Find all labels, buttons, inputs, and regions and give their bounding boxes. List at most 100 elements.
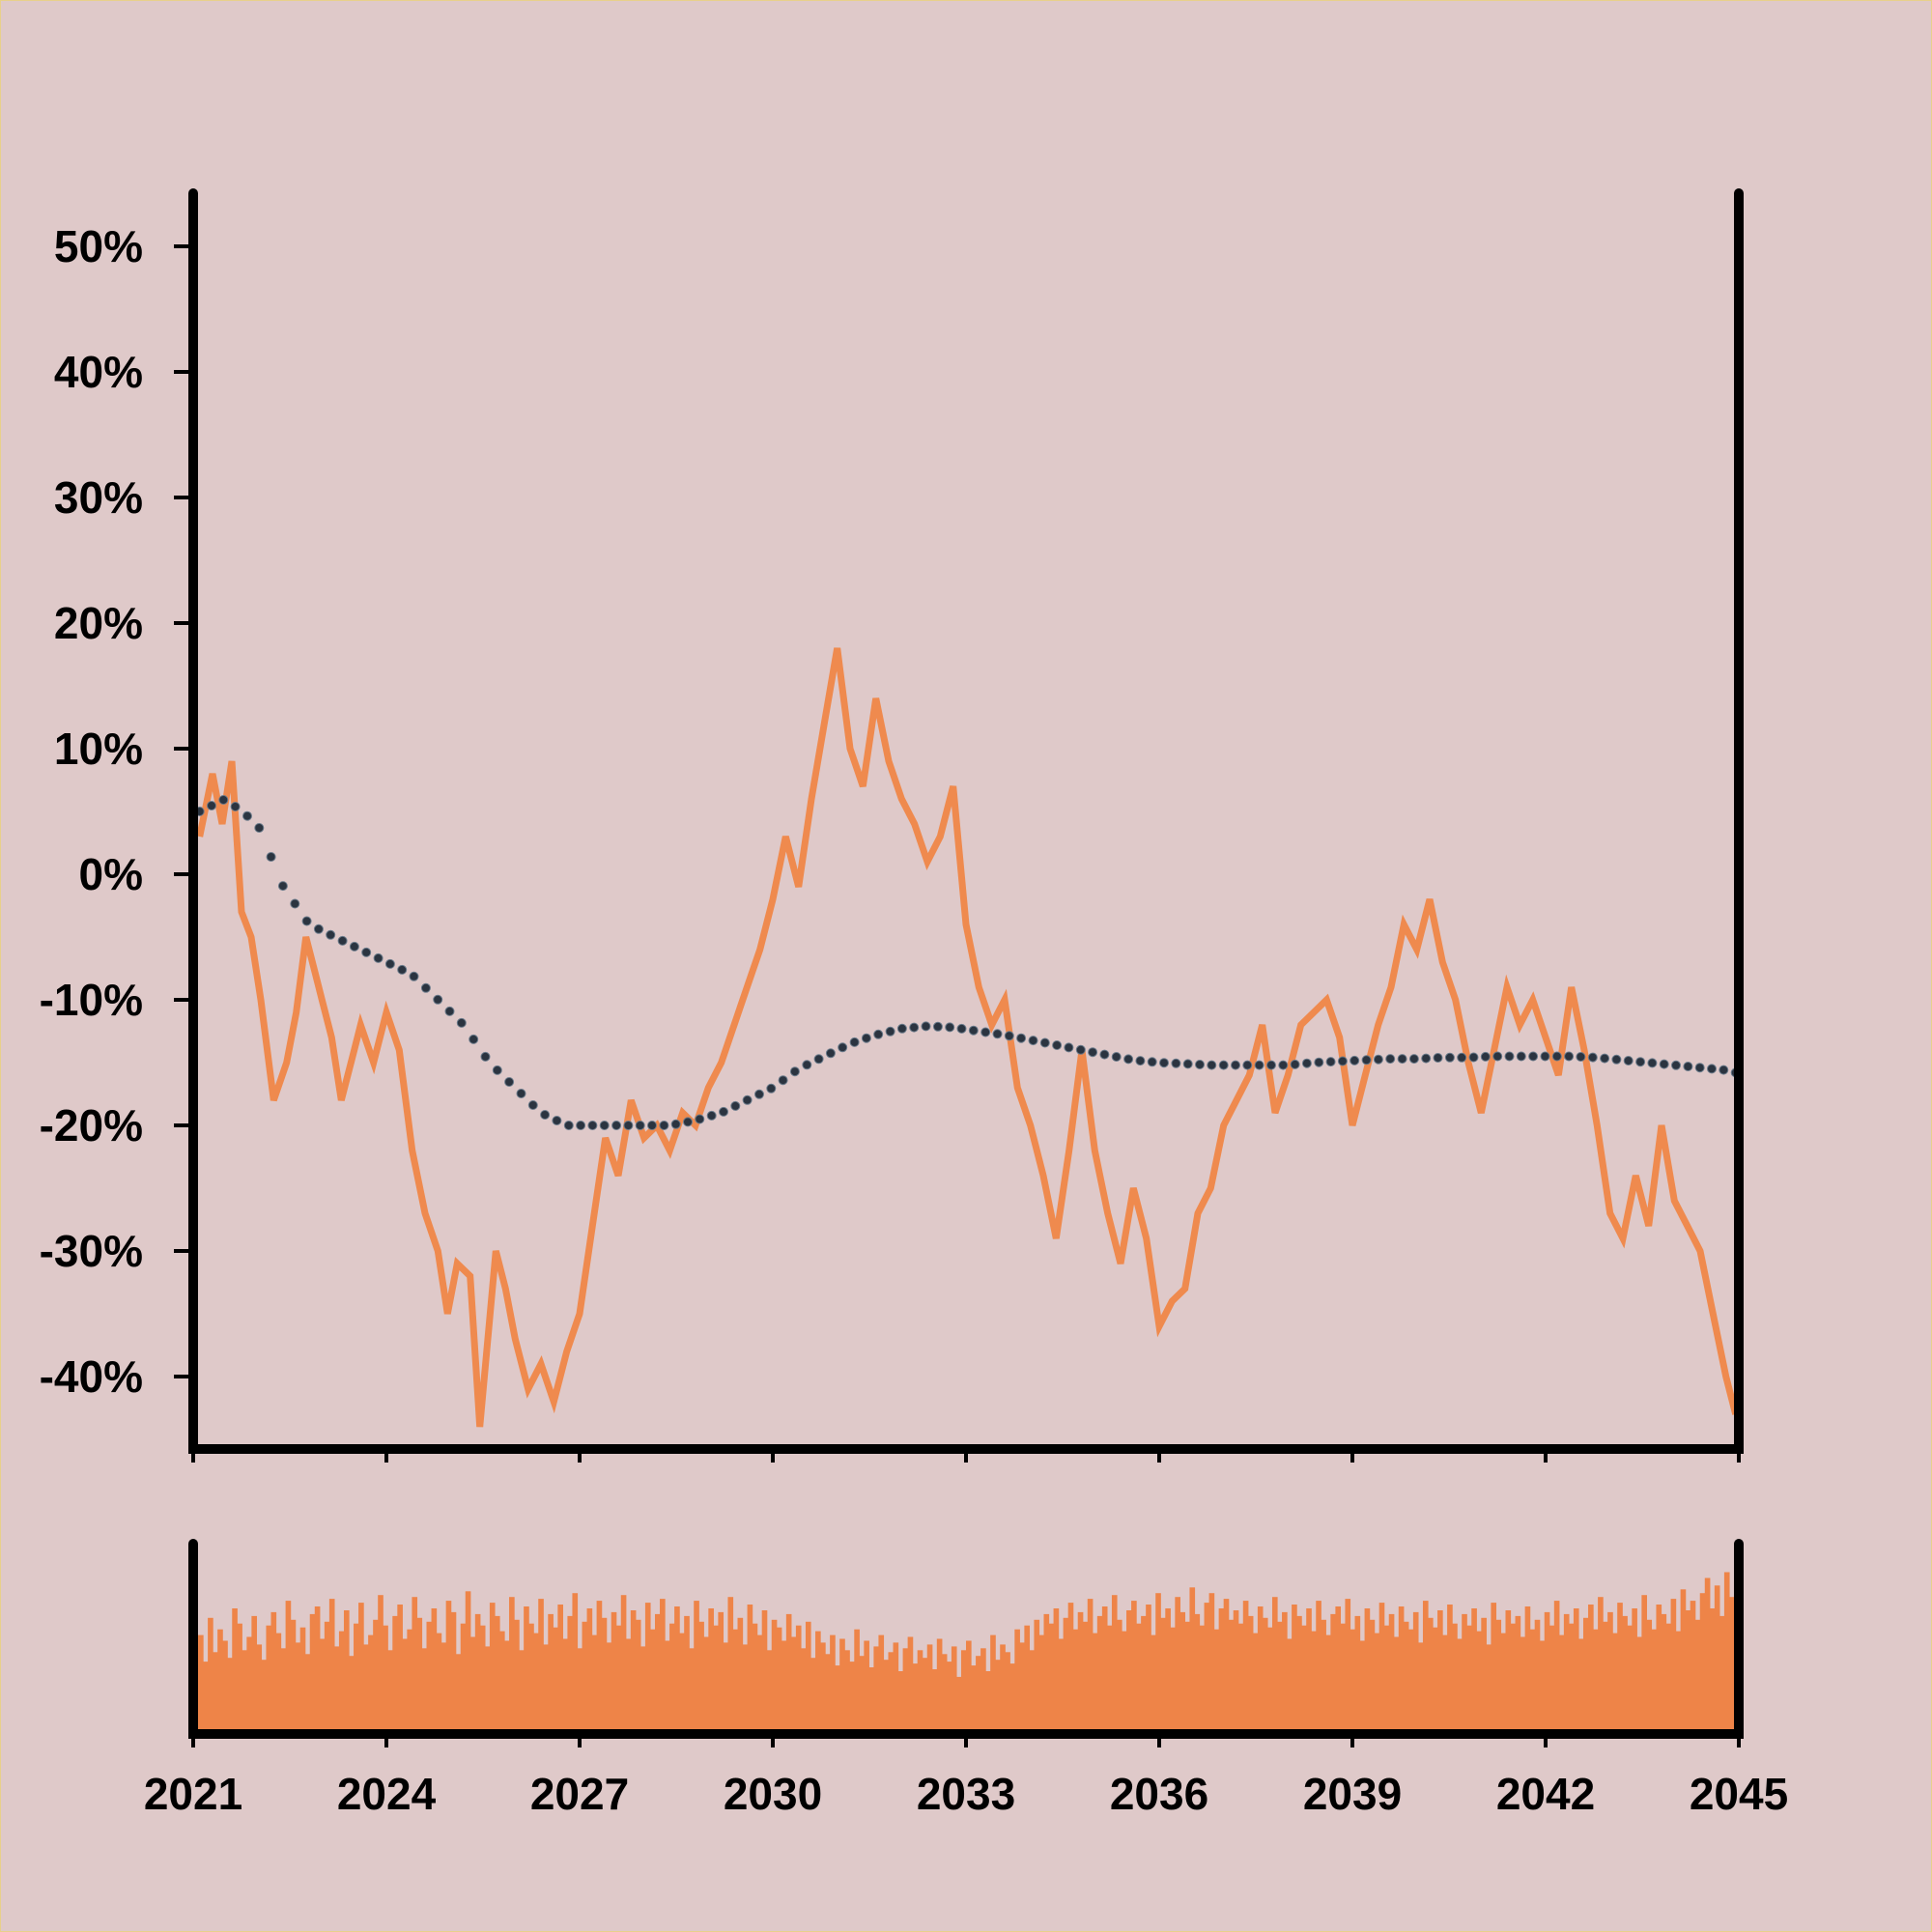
volume-bar (703, 1636, 709, 1734)
volume-bar (455, 1654, 462, 1734)
trend-dot (1254, 1060, 1264, 1070)
volume-bar (1582, 1617, 1589, 1734)
volume-bar (582, 1621, 588, 1734)
volume-bar (689, 1648, 695, 1734)
volume-bar (1350, 1629, 1356, 1735)
volume-bar (1082, 1621, 1089, 1734)
trend-dot (301, 916, 312, 926)
volume-bar (1306, 1608, 1312, 1734)
volume-bar (431, 1608, 438, 1734)
volume-bar (270, 1611, 277, 1734)
volume-bar (606, 1642, 612, 1734)
volume-bar (1101, 1606, 1108, 1734)
volume-bar (1136, 1623, 1142, 1734)
trend-dot (230, 802, 241, 811)
volume-bar (524, 1606, 529, 1734)
volume-bar (810, 1658, 816, 1734)
volume-bar (1403, 1621, 1409, 1734)
volume-bar (1242, 1601, 1249, 1734)
volume-bar (328, 1599, 335, 1734)
volume-bar (1699, 1593, 1706, 1734)
volume-bar (1466, 1625, 1472, 1734)
y-tick-label: -20% (40, 1100, 143, 1151)
trend-dot (1182, 1059, 1193, 1069)
volume-bar (737, 1617, 744, 1734)
trend-dot (1707, 1064, 1717, 1074)
volume-bar (1378, 1603, 1385, 1734)
trend-dot (1337, 1056, 1348, 1066)
trend-dot (337, 935, 348, 946)
volume-bar (519, 1650, 525, 1734)
trend-dot (397, 964, 408, 975)
trend-dot (480, 1051, 491, 1062)
volume-bar (1510, 1623, 1517, 1734)
volume-bar (1340, 1623, 1347, 1734)
volume-bar (1665, 1623, 1672, 1734)
volume-bar (849, 1662, 855, 1734)
volume-bar (960, 1650, 967, 1734)
trend-dot (207, 801, 216, 810)
trend-dot (563, 1121, 574, 1130)
trend-dot (813, 1054, 824, 1065)
volume-bar (1208, 1593, 1215, 1734)
volume-bar (1529, 1629, 1536, 1735)
y-tick-label: 40% (54, 347, 143, 397)
volume-bar (1588, 1605, 1594, 1734)
volume-bar (674, 1606, 680, 1734)
volume-bar (572, 1593, 579, 1734)
trend-dot (683, 1117, 693, 1127)
volume-bar (1471, 1608, 1477, 1734)
volume-bar (445, 1601, 452, 1734)
volume-bar (474, 1613, 481, 1734)
volume-bar (1534, 1619, 1541, 1734)
volume-bar (1719, 1615, 1725, 1734)
trend-dot (896, 1023, 907, 1034)
volume-bar (1058, 1638, 1065, 1734)
volume-bar (465, 1591, 471, 1735)
trend-dot (1611, 1054, 1622, 1065)
volume-bar (1553, 1601, 1560, 1734)
volume-bar (1558, 1634, 1565, 1734)
volume-bar (1675, 1631, 1682, 1734)
trend-dot (527, 1100, 538, 1110)
trend-dot (1028, 1036, 1038, 1046)
volume-bar (665, 1640, 670, 1734)
volume-bar (868, 1667, 874, 1734)
volume-bar (387, 1650, 393, 1734)
volume-bar (684, 1615, 690, 1734)
volume-bar (1442, 1634, 1448, 1734)
volume-bar (1393, 1636, 1400, 1734)
volume-bar (1218, 1608, 1225, 1734)
volume-bars (193, 1572, 1740, 1735)
trend-dot (1052, 1040, 1063, 1050)
trend-dot (945, 1022, 955, 1033)
volume-bar (1544, 1611, 1550, 1734)
volume-bar (309, 1613, 316, 1734)
volume-bar (363, 1644, 369, 1734)
volume-bar (460, 1623, 467, 1734)
volume-bar (776, 1627, 782, 1734)
volume-bar (985, 1671, 991, 1734)
trend-dot (1647, 1058, 1658, 1068)
trend-dot (1516, 1051, 1526, 1062)
volume-bar (1077, 1611, 1084, 1734)
volume-bar (873, 1646, 880, 1734)
volume-bar (990, 1634, 996, 1734)
trend-dot (1207, 1060, 1217, 1070)
volume-bar (785, 1613, 792, 1734)
volume-bar (727, 1597, 734, 1734)
trend-dot (659, 1121, 669, 1130)
volume-bar (1063, 1617, 1069, 1734)
volume-bar (761, 1610, 768, 1735)
volume-bar (1412, 1611, 1419, 1734)
volume-bar (1680, 1589, 1687, 1734)
volume-bar (1398, 1606, 1405, 1734)
volume-bar (1247, 1615, 1254, 1734)
volume-bar (1175, 1597, 1180, 1734)
volume-bar (976, 1656, 981, 1734)
volume-bar (1179, 1611, 1186, 1734)
volume-bar (261, 1660, 268, 1734)
volume-bar (436, 1633, 442, 1734)
volume-bar (1656, 1605, 1662, 1734)
volume-bar (1292, 1605, 1297, 1734)
